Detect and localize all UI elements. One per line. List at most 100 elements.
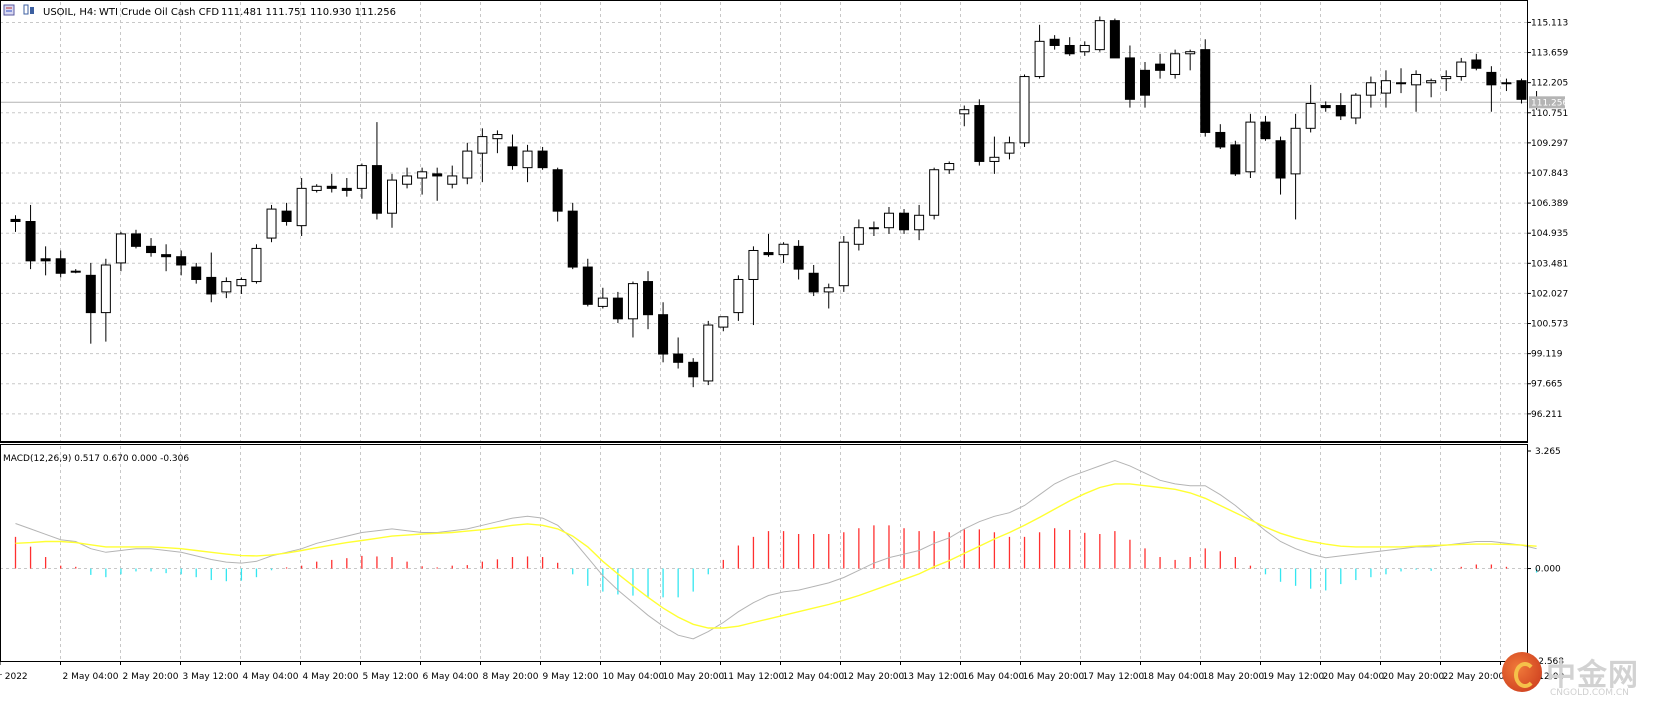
candle	[627, 281, 638, 338]
candle	[10, 215, 21, 232]
candle-body	[1260, 121, 1271, 140]
candle	[130, 229, 141, 249]
candle	[1501, 78, 1512, 92]
candle-body	[643, 281, 654, 316]
candle	[1155, 53, 1166, 79]
macd-main-line	[15, 459, 1537, 640]
time-tick-label: 13 May 12:00	[903, 672, 965, 682]
candle-body	[1411, 73, 1422, 86]
candle-body	[612, 297, 623, 320]
candle-body	[974, 105, 985, 162]
candle-body	[296, 187, 307, 227]
price-tick-label: 106.389	[1531, 199, 1568, 209]
candle-body	[462, 150, 473, 179]
price-axis: 115.113 113.659 112.205 110.751 109.297 107.8…	[1527, 18, 1568, 420]
candle	[40, 246, 51, 276]
time-tick-label: 4 May 20:00	[303, 672, 359, 682]
candle	[1456, 57, 1467, 81]
candle-body	[1426, 80, 1437, 84]
candle	[492, 130, 503, 154]
candle	[477, 128, 488, 183]
candle-body	[432, 173, 443, 177]
candle-body	[1034, 40, 1045, 78]
candle	[1049, 35, 1060, 50]
candle-body	[793, 245, 804, 270]
candle	[959, 105, 970, 127]
candle	[883, 207, 894, 234]
candle	[311, 184, 322, 193]
candle-body	[1305, 102, 1316, 129]
candle-body	[1185, 51, 1196, 55]
candle	[778, 242, 789, 263]
candlestick-series	[10, 16, 1542, 388]
candle-body	[85, 274, 96, 314]
candle	[899, 209, 910, 234]
candle-body	[1396, 82, 1407, 85]
candle	[176, 250, 187, 276]
candle	[1471, 53, 1482, 71]
candle-body	[10, 218, 21, 222]
candle-body	[1049, 38, 1060, 46]
macd-label: MACD(12,26,9) 0.517 0.670 0.000 -0.306	[3, 454, 189, 464]
candle-body	[402, 175, 413, 185]
candle-body	[1441, 76, 1452, 80]
candle	[582, 258, 593, 307]
candle	[914, 204, 925, 241]
candle-body	[191, 266, 202, 280]
time-tick-label: 16 May 04:00	[963, 672, 1025, 682]
candle-body	[251, 247, 262, 283]
candle	[748, 246, 759, 326]
candle-body	[899, 212, 910, 231]
candle	[1079, 41, 1090, 56]
candle-body	[853, 227, 864, 245]
candle-body	[748, 249, 759, 280]
time-tick-label: 8 May 20:00	[483, 672, 539, 682]
candle-body	[221, 281, 232, 293]
candle	[1230, 140, 1241, 176]
candle	[944, 161, 955, 174]
candle-body	[1155, 63, 1166, 71]
price-tick-label: 104.935	[1531, 229, 1568, 239]
candle-body	[567, 210, 578, 268]
candle-body	[537, 150, 548, 169]
time-tick-label: 29 Apr 2022	[0, 672, 28, 682]
candle-body	[808, 272, 819, 293]
candle	[718, 316, 729, 332]
candle-body	[356, 165, 367, 189]
time-tick-label: 3 May 12:00	[183, 672, 239, 682]
time-tick-label: 10 May 04:00	[603, 672, 665, 682]
candle	[853, 219, 864, 251]
candle-body	[206, 276, 217, 295]
candle	[1486, 66, 1497, 112]
candle-body	[1109, 20, 1120, 59]
candle-body	[1140, 69, 1150, 96]
candle-body	[40, 258, 51, 262]
candle	[1426, 78, 1437, 98]
candle-body	[1200, 49, 1211, 133]
candle	[612, 291, 623, 323]
candle	[703, 320, 714, 386]
candle-body	[1230, 144, 1241, 175]
candle	[1124, 45, 1135, 108]
candle	[146, 238, 157, 257]
candle-body	[1350, 94, 1361, 119]
time-tick-label: 9 May 12:00	[543, 672, 599, 682]
candle	[341, 178, 352, 197]
candle	[522, 144, 533, 183]
candle	[447, 165, 458, 189]
candle	[1094, 16, 1105, 52]
candle	[1170, 49, 1181, 79]
time-tick-label: 2 May 04:00	[63, 672, 119, 682]
candle-body	[1516, 80, 1527, 100]
time-tick-label: 20 May 20:00	[1383, 672, 1445, 682]
candle-body	[281, 210, 292, 222]
time-tick-label: 4 May 04:00	[243, 672, 299, 682]
symbol-description: WTI Crude Oil Cash CFD	[99, 7, 219, 18]
candle	[100, 258, 111, 342]
candle-body	[1079, 44, 1090, 53]
candle	[55, 250, 66, 278]
candle	[191, 262, 202, 284]
time-tick-label: 5 May 12:00	[363, 672, 419, 682]
candle	[326, 173, 337, 193]
